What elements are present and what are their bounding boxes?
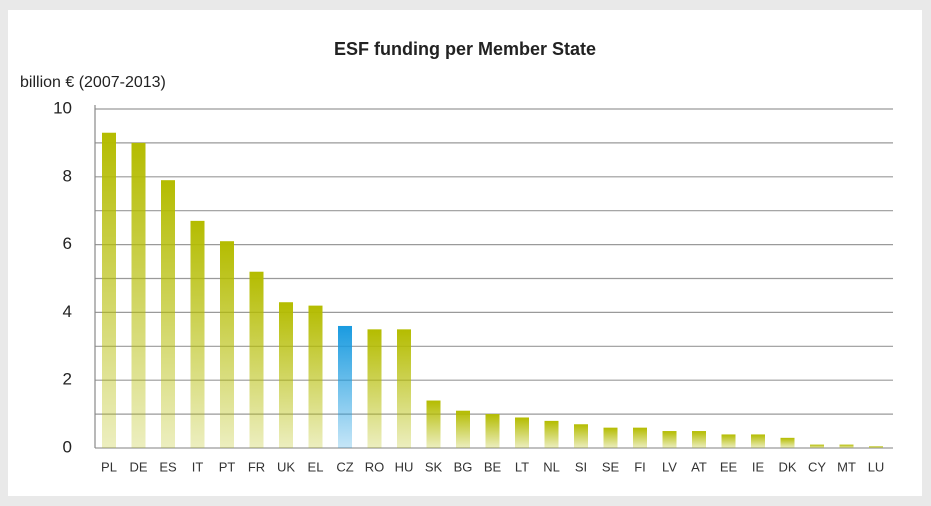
x-tick-label: SE — [602, 459, 620, 474]
x-tick-label: UK — [277, 459, 295, 474]
bar — [721, 434, 736, 448]
y-tick-label: 6 — [63, 234, 72, 253]
bar — [161, 180, 175, 448]
bar — [397, 329, 411, 448]
bar — [810, 444, 824, 448]
y-tick-label: 2 — [63, 370, 72, 389]
bar — [426, 400, 441, 448]
x-tick-label: AT — [691, 459, 707, 474]
bar — [603, 427, 618, 448]
x-tick-label: FR — [248, 459, 265, 474]
y-tick-label: 10 — [53, 98, 72, 117]
x-tick-label: LV — [662, 459, 677, 474]
x-tick-label: RO — [365, 459, 385, 474]
x-tick-label: BE — [484, 459, 502, 474]
x-tick-label: IE — [752, 459, 765, 474]
y-tick-label: 8 — [63, 166, 72, 185]
x-tick-label: SK — [425, 459, 443, 474]
bar — [839, 444, 854, 448]
x-tick-label: DE — [129, 459, 147, 474]
x-tick-label: LT — [515, 459, 529, 474]
bar — [338, 325, 352, 448]
x-tick-label: BG — [454, 459, 473, 474]
bar — [869, 446, 883, 448]
x-tick-label: EL — [308, 459, 324, 474]
x-tick-label: MT — [837, 459, 856, 474]
bar — [131, 142, 146, 448]
bar — [308, 305, 323, 448]
bar — [279, 302, 293, 448]
x-tick-label: FI — [634, 459, 646, 474]
bar — [662, 431, 677, 448]
bar — [633, 427, 647, 448]
x-tick-label: HU — [395, 459, 414, 474]
x-tick-label: PT — [219, 459, 236, 474]
chart-title: ESF funding per Member State — [334, 39, 596, 59]
x-tick-label: PL — [101, 459, 117, 474]
bar — [190, 220, 205, 448]
bar — [515, 417, 529, 448]
x-tick-label: CY — [808, 459, 826, 474]
bar — [751, 434, 765, 448]
x-tick-label: IT — [192, 459, 204, 474]
bar — [692, 431, 706, 448]
x-tick-label: NL — [543, 459, 560, 474]
bar — [249, 271, 264, 448]
bar — [485, 414, 500, 448]
x-tick-label: LU — [868, 459, 885, 474]
x-tick-label: DK — [778, 459, 796, 474]
bar — [220, 241, 234, 448]
bar — [367, 329, 382, 448]
x-tick-label: CZ — [336, 459, 353, 474]
y-axis-label: billion € (2007-2013) — [20, 74, 166, 91]
bar — [456, 410, 470, 448]
x-tick-label: ES — [159, 459, 177, 474]
bar — [574, 424, 588, 448]
x-tick-label: EE — [720, 459, 738, 474]
x-tick-label: SI — [575, 459, 587, 474]
bar — [102, 132, 116, 449]
y-tick-label: 0 — [63, 437, 72, 456]
bar — [780, 437, 795, 448]
bar — [544, 420, 559, 448]
y-tick-label: 4 — [63, 302, 72, 321]
